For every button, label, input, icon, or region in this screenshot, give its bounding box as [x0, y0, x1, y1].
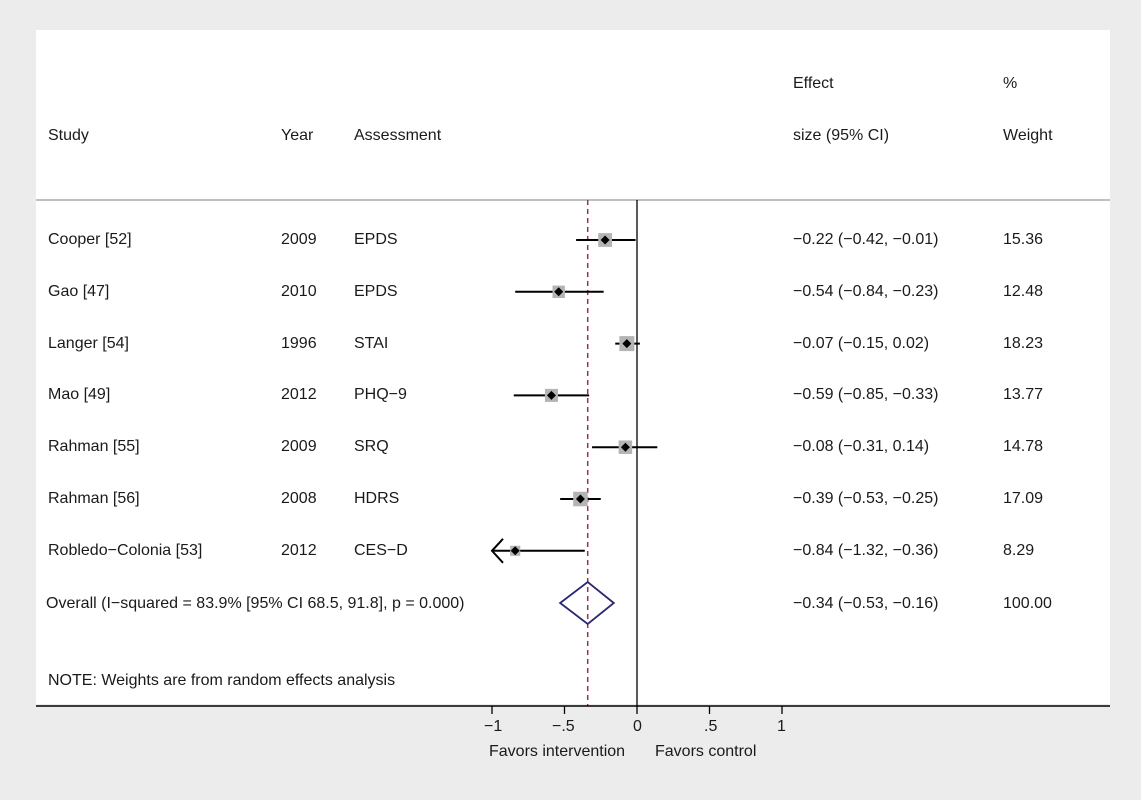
study-name-1: Cooper [52]	[48, 231, 132, 248]
x-tick-label-1: 1	[777, 718, 786, 735]
study-name-4: Mao [49]	[48, 386, 111, 403]
overall-label: Overall (I−squared = 83.9% [95% CI 68.5,…	[46, 595, 465, 612]
favors-intervention-label: Favors intervention	[489, 743, 626, 760]
x-tick-label-neg1: −1	[484, 718, 503, 735]
study-weight-4: 13.77	[1003, 386, 1044, 403]
study-weight-2: 12.48	[1003, 283, 1044, 300]
study-year-1: 2009	[281, 231, 317, 248]
study-year-5: 2009	[281, 438, 317, 455]
study-weight-5: 14.78	[1003, 438, 1044, 455]
header-effect-line1: Effect	[793, 75, 834, 92]
header-assessment: Assessment	[354, 127, 442, 144]
x-tick-label-neg05: −.5	[552, 718, 575, 735]
study-year-2: 2010	[281, 283, 317, 300]
study-effect-5: −0.08 (−0.31, 0.14)	[793, 438, 930, 455]
study-effect-3: −0.07 (−0.15, 0.02)	[793, 335, 930, 352]
study-assessment-6: HDRS	[354, 490, 400, 507]
header-effect-line2: size (95% CI)	[793, 127, 890, 144]
point-estimate-4	[546, 390, 556, 400]
study-effect-2: −0.54 (−0.84, −0.23)	[793, 283, 939, 300]
study-assessment-7: CES−D	[354, 542, 408, 559]
header-weight-line2: Weight	[1003, 127, 1053, 144]
study-assessment-2: EPDS	[354, 283, 398, 300]
study-year-6: 2008	[281, 490, 317, 507]
point-estimate-7	[510, 546, 520, 556]
header-weight-line1: %	[1003, 75, 1018, 92]
study-year-7: 2012	[281, 542, 317, 559]
study-assessment-3: STAI	[354, 335, 389, 352]
study-effect-7: −0.84 (−1.32, −0.36)	[793, 542, 939, 559]
point-estimate-3	[622, 339, 632, 349]
study-effect-1: −0.22 (−0.42, −0.01)	[793, 231, 939, 248]
point-estimate-1	[600, 235, 610, 245]
study-weight-1: 15.36	[1003, 231, 1044, 248]
header-study: Study	[48, 127, 89, 144]
study-weight-6: 17.09	[1003, 490, 1044, 507]
study-assessment-5: SRQ	[354, 438, 389, 455]
study-name-2: Gao [47]	[48, 283, 110, 300]
point-estimate-2	[554, 287, 564, 297]
study-effect-4: −0.59 (−0.85, −0.33)	[793, 386, 939, 403]
point-estimate-5	[620, 442, 630, 452]
study-year-3: 1996	[281, 335, 317, 352]
ci-truncation-arrow-7	[490, 538, 504, 564]
x-tick-label-05: .5	[704, 718, 718, 735]
point-estimate-6	[575, 494, 585, 504]
study-effect-6: −0.39 (−0.53, −0.25)	[793, 490, 939, 507]
study-name-3: Langer [54]	[48, 335, 129, 352]
study-name-6: Rahman [56]	[48, 490, 140, 507]
study-year-4: 2012	[281, 386, 317, 403]
study-assessment-1: EPDS	[354, 231, 398, 248]
study-name-7: Robledo−Colonia [53]	[48, 542, 203, 559]
favors-control-label: Favors control	[655, 743, 757, 760]
study-weight-7: 8.29	[1003, 542, 1035, 559]
weights-note: NOTE: Weights are from random effects an…	[48, 672, 396, 689]
header-year: Year	[281, 127, 314, 144]
study-name-5: Rahman [55]	[48, 438, 140, 455]
overall-weight: 100.00	[1003, 595, 1052, 612]
x-tick-label-0: 0	[633, 718, 642, 735]
overall-effect: −0.34 (−0.53, −0.16)	[793, 595, 939, 612]
study-assessment-4: PHQ−9	[354, 386, 407, 403]
plot-panel	[36, 30, 1110, 704]
study-weight-3: 18.23	[1003, 335, 1044, 352]
overall-diamond	[558, 580, 616, 626]
